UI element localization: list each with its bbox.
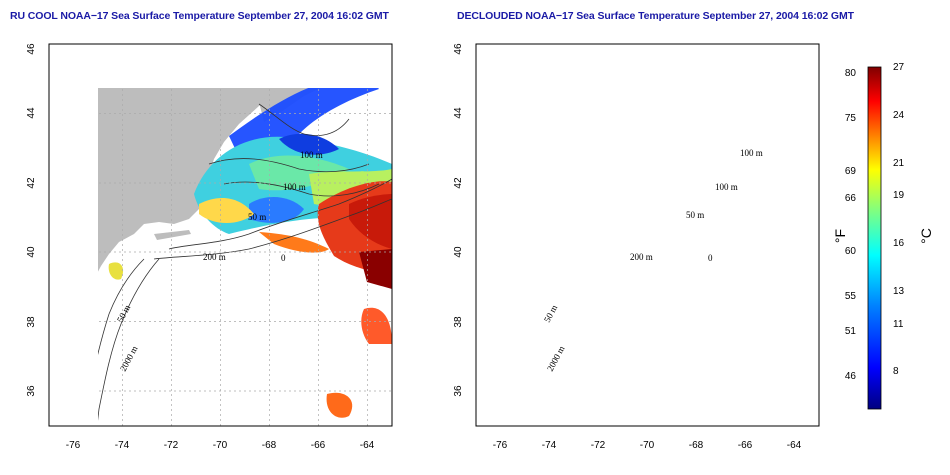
graticule	[98, 88, 392, 426]
lon-tick: -70	[640, 440, 655, 451]
f-tick: 60	[845, 246, 857, 257]
f-tick: 80	[845, 68, 857, 79]
lat-tick: 38	[26, 316, 37, 328]
left-lon-ticks: -76 -74 -72 -70 -68 -66 -64	[66, 440, 375, 451]
contour-label-100m-a: 100 m	[740, 148, 763, 158]
contour-label-0: 0	[281, 253, 286, 263]
left-panel-title: RU COOL NOAA−17 Sea Surface Temperature …	[10, 10, 389, 22]
f-tick: 75	[845, 113, 857, 124]
c-tick: 11	[893, 319, 904, 330]
lon-tick: -64	[787, 440, 802, 451]
lat-tick: 36	[453, 385, 464, 397]
c-tick: 13	[893, 286, 905, 297]
contour-label-50m-a: 50 m	[248, 212, 266, 222]
fahrenheit-ticks: 80 75 69 66 60 55 51 46	[845, 68, 857, 382]
lon-tick: -72	[591, 440, 606, 451]
lat-tick: 40	[26, 246, 37, 258]
lon-tick: -76	[493, 440, 508, 451]
right-panel-title: DECLOUDED NOAA−17 Sea Surface Temperatur…	[457, 10, 854, 22]
colorbar: 80 75 69 66 60 55 51 46 27 24 21 19 16 1…	[832, 62, 934, 410]
lon-tick: -74	[542, 440, 557, 451]
colorbar-gradient	[867, 66, 882, 410]
f-tick: 46	[845, 371, 857, 382]
c-tick: 8	[893, 366, 899, 377]
lon-tick: -66	[311, 440, 326, 451]
f-tick: 51	[845, 326, 857, 337]
right-map-panel: 100 m 100 m 50 m 200 m 2000 m 50 m 0 -76…	[453, 43, 820, 451]
contour-label-100m-b: 100 m	[283, 182, 306, 192]
lon-tick: -68	[262, 440, 277, 451]
contour-label-50m-a: 50 m	[686, 210, 704, 220]
fahrenheit-unit-label: °F	[832, 229, 848, 243]
bathymetry-contours	[98, 103, 393, 421]
f-tick: 69	[845, 166, 857, 177]
contour-label-100m-b: 100 m	[715, 182, 738, 192]
right-lon-ticks: -76 -74 -72 -70 -68 -66 -64	[493, 440, 802, 451]
lon-tick: -68	[689, 440, 704, 451]
lon-tick: -66	[738, 440, 753, 451]
celsius-unit-label: °C	[918, 228, 934, 244]
c-tick: 24	[893, 110, 905, 121]
c-tick: 27	[893, 62, 905, 73]
lon-tick: -70	[213, 440, 228, 451]
lat-tick: 36	[26, 385, 37, 397]
lon-tick: -74	[115, 440, 130, 451]
lat-tick: 46	[453, 43, 464, 55]
contour-label-100m-a: 100 m	[300, 150, 323, 160]
f-tick: 55	[845, 291, 857, 302]
lat-tick: 40	[453, 246, 464, 258]
c-tick: 21	[893, 158, 905, 169]
lon-tick: -76	[66, 440, 81, 451]
c-tick: 16	[893, 238, 905, 249]
f-tick: 66	[845, 193, 857, 204]
lon-tick: -64	[360, 440, 375, 451]
c-tick: 19	[893, 190, 905, 201]
left-map-panel: 100 m 100 m 50 m 200 m 2000 m 50 m 0 -76…	[26, 43, 393, 451]
celsius-ticks: 27 24 21 19 16 13 11 8	[893, 62, 905, 377]
lat-tick: 38	[453, 316, 464, 328]
contour-label-200m: 200 m	[203, 252, 226, 262]
contour-label-0: 0	[708, 253, 713, 263]
lat-tick: 42	[453, 177, 464, 189]
lon-tick: -72	[164, 440, 179, 451]
right-lat-ticks: 36 38 40 42 44 46	[453, 43, 464, 397]
lat-tick: 42	[26, 177, 37, 189]
lat-tick: 46	[26, 43, 37, 55]
contour-label-200m: 200 m	[630, 252, 653, 262]
left-lat-ticks: 36 38 40 42 44 46	[26, 43, 37, 397]
lat-tick: 44	[453, 107, 464, 119]
lat-tick: 44	[26, 107, 37, 119]
